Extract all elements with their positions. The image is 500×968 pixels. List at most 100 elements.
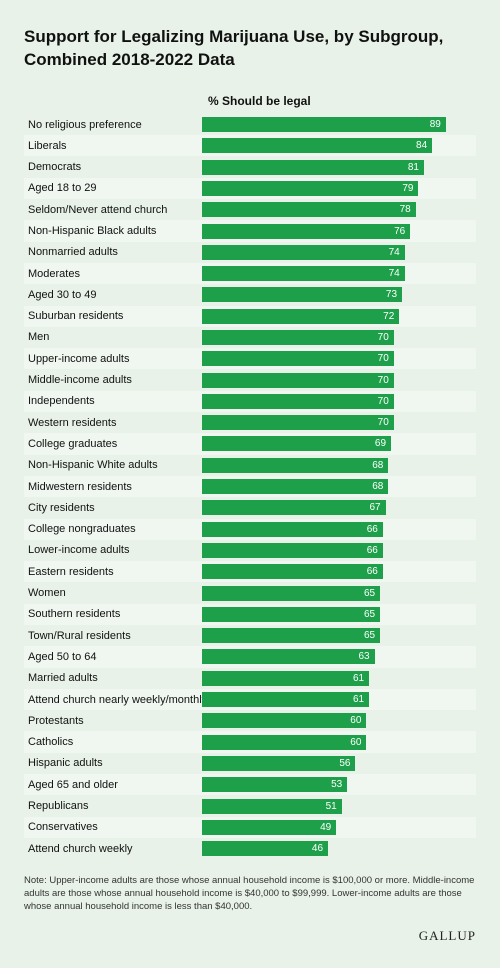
bar-value: 84 [416, 140, 432, 151]
row-label: College graduates [24, 438, 202, 450]
bar-value: 65 [364, 630, 380, 641]
bar-area: 81 [202, 156, 476, 177]
row-label: Married adults [24, 672, 202, 684]
row-label: Lower-income adults [24, 544, 202, 556]
brand-label: GALLUP [24, 928, 476, 944]
bar-area: 89 [202, 114, 476, 135]
row-label: Independents [24, 395, 202, 407]
bar: 69 [202, 436, 391, 451]
bar-row: Aged 65 and older 53 [24, 774, 476, 795]
bar: 76 [202, 224, 410, 239]
bar: 61 [202, 692, 369, 707]
bar-area: 56 [202, 753, 476, 774]
bar-area: 65 [202, 582, 476, 603]
bar-row: Hispanic adults56 [24, 753, 476, 774]
bar-rows: No religious preference89Liberals84Democ… [24, 114, 476, 859]
row-label: Women [24, 587, 202, 599]
bar-row: Catholics 60 [24, 731, 476, 752]
bar: 53 [202, 777, 347, 792]
row-label: Non-Hispanic White adults [24, 459, 202, 471]
column-header: % Should be legal [202, 94, 311, 108]
bar-area: 53 [202, 774, 476, 795]
bar-row: College graduates 69 [24, 433, 476, 454]
bar-row: Midwestern residents68 [24, 476, 476, 497]
bar-row: Married adults 61 [24, 668, 476, 689]
row-label: No religious preference [24, 119, 202, 131]
bar: 78 [202, 202, 416, 217]
bar-row: Suburban residents72 [24, 306, 476, 327]
bar: 74 [202, 266, 405, 281]
bar-value: 61 [353, 673, 369, 684]
row-label: Republicans [24, 800, 202, 812]
bar-value: 76 [394, 226, 410, 237]
bar: 66 [202, 543, 383, 558]
bar-area: 61 [202, 668, 476, 689]
row-label: Upper-income adults [24, 353, 202, 365]
bar: 66 [202, 564, 383, 579]
bar: 84 [202, 138, 432, 153]
bar-row: Conservatives 49 [24, 817, 476, 838]
row-label: Aged 18 to 29 [24, 182, 202, 194]
bar-value: 49 [320, 822, 336, 833]
bar-value: 67 [369, 502, 385, 513]
row-label: Non-Hispanic Black adults [24, 225, 202, 237]
row-label: Aged 50 to 64 [24, 651, 202, 663]
bar-value: 63 [358, 651, 374, 662]
bar-row: Aged 18 to 2979 [24, 178, 476, 199]
bar: 61 [202, 671, 369, 686]
bar: 66 [202, 522, 383, 537]
bar: 74 [202, 245, 405, 260]
bar: 79 [202, 181, 418, 196]
bar-row: Middle-income adults70 [24, 369, 476, 390]
bar-value: 60 [350, 737, 366, 748]
bar-area: 63 [202, 646, 476, 667]
row-label: Catholics [24, 736, 202, 748]
bar: 56 [202, 756, 355, 771]
bar-row: Western residents70 [24, 412, 476, 433]
bar: 70 [202, 330, 394, 345]
bar-value: 65 [364, 588, 380, 599]
row-label: Conservatives [24, 821, 202, 833]
bar-value: 69 [375, 438, 391, 449]
bar-row: Southern residents65 [24, 604, 476, 625]
bar: 49 [202, 820, 336, 835]
bar-row: Women 65 [24, 582, 476, 603]
bar: 65 [202, 607, 380, 622]
bar-value: 73 [386, 289, 402, 300]
bar: 65 [202, 628, 380, 643]
bar-row: Upper-income adults70 [24, 348, 476, 369]
row-label: Aged 65 and older [24, 779, 202, 791]
bar-area: 72 [202, 306, 476, 327]
bar-area: 46 [202, 838, 476, 859]
bar-value: 70 [378, 417, 394, 428]
bar-area: 70 [202, 412, 476, 433]
bar-row: Lower-income adults66 [24, 540, 476, 561]
bar: 46 [202, 841, 328, 856]
bar-area: 74 [202, 242, 476, 263]
bar-value: 53 [331, 779, 347, 790]
row-label: Eastern residents [24, 566, 202, 578]
bar-row: Aged 50 to 64 63 [24, 646, 476, 667]
bar-row: Aged 30 to 4973 [24, 284, 476, 305]
bar: 68 [202, 458, 388, 473]
bar-value: 68 [372, 481, 388, 492]
bar-value: 65 [364, 609, 380, 620]
bar: 68 [202, 479, 388, 494]
bar-value: 66 [367, 524, 383, 535]
bar-area: 66 [202, 519, 476, 540]
bar-value: 46 [312, 843, 328, 854]
bar-area: 68 [202, 476, 476, 497]
row-label: Attend church nearly weekly/monthly [24, 694, 202, 706]
bar-row: Attend church weekly46 [24, 838, 476, 859]
bar-area: 74 [202, 263, 476, 284]
bar-area: 73 [202, 284, 476, 305]
bar-value: 81 [408, 162, 424, 173]
row-label: City residents [24, 502, 202, 514]
row-label: Seldom/Never attend church [24, 204, 202, 216]
bar-area: 70 [202, 348, 476, 369]
bar: 63 [202, 649, 375, 664]
bar-value: 56 [339, 758, 355, 769]
bar-area: 79 [202, 178, 476, 199]
bar-area: 78 [202, 199, 476, 220]
bar-value: 61 [353, 694, 369, 705]
